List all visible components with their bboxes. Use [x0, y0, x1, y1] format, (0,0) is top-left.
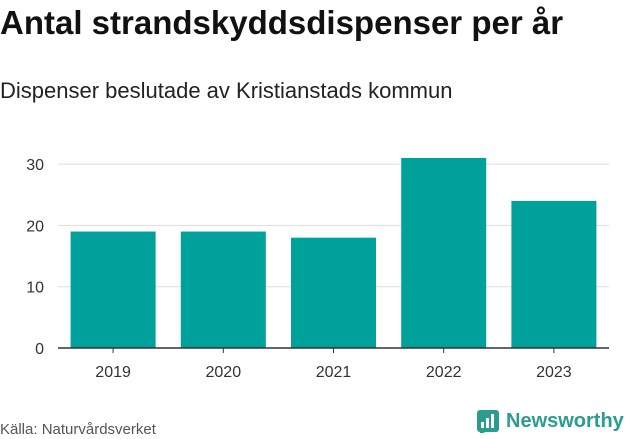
x-tick-label: 2020: [206, 364, 242, 381]
bar-chart: 0 10 20 30 2019 2020 2021 2022 2023: [26, 157, 609, 381]
x-tick-label: 2019: [95, 364, 131, 381]
bar-2021: [291, 237, 376, 348]
y-tick-label: 0: [35, 341, 44, 358]
x-tick-label: 2021: [316, 364, 352, 381]
x-tick-label: 2022: [426, 364, 462, 381]
bar-2023: [511, 200, 597, 348]
newsworthy-icon: [477, 410, 499, 433]
source-note: Källa: Naturvårdsverket: [0, 421, 156, 438]
brand-logo: Newsworthy: [476, 408, 624, 434]
brand-name: Newsworthy: [506, 409, 624, 432]
bar-2020: [180, 231, 266, 348]
x-tick-label: 2023: [536, 364, 572, 381]
bar-2019: [70, 231, 156, 348]
chart-subtitle: Dispenser beslutade av Kristianstads kom…: [0, 78, 453, 103]
bar-2022: [401, 158, 487, 348]
y-tick-label: 10: [26, 280, 44, 297]
y-tick-label: 30: [26, 157, 44, 174]
y-tick-label: 20: [26, 218, 44, 235]
chart-title: Antal strandskyddsdispenser per år: [0, 4, 564, 41]
